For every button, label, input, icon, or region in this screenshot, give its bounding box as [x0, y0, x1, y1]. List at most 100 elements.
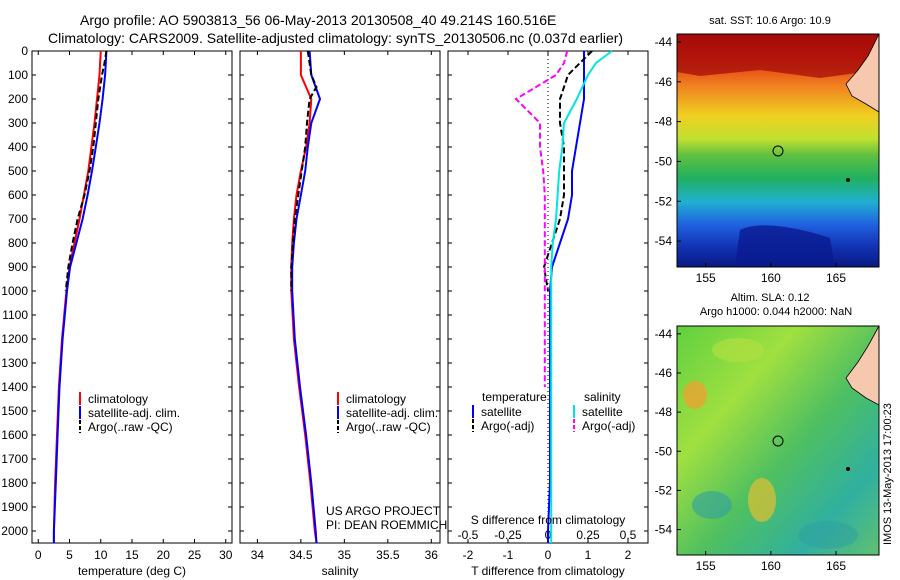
- difference-chart: -2 -1 0 1 2-0.5 -0.25 0 0.25 0.5: [448, 50, 648, 562]
- depth-tick-label: 1500: [1, 404, 28, 418]
- credit-project: US ARGO PROJECT: [326, 504, 441, 518]
- depth-tick-label: 200: [8, 92, 28, 106]
- difference-xlabel: T difference from climatology: [471, 564, 625, 578]
- sla-high-1: [683, 381, 707, 409]
- sla-land: [845, 325, 880, 406]
- sla-map-title-1: Altim. SLA: 0.12: [731, 292, 810, 304]
- salinity-chart: 34 34.5 35 35.5 36: [240, 50, 440, 562]
- lat-tick-label: -50: [655, 444, 673, 458]
- sla-low-2: [798, 521, 858, 549]
- difference-top-label: S difference from climatology: [471, 513, 626, 527]
- depth-axis: 0 100 200 300 400 500 600 700 800 900 1000 1100 1200…: [1, 44, 36, 538]
- lon-tick-label: 155: [696, 559, 716, 573]
- lon-tick-label: 160: [761, 271, 781, 285]
- lon-tick-label: 165: [826, 559, 846, 573]
- legend-satellite-label: satellite-adj. clim.: [346, 406, 438, 420]
- temperature-panel-frame: [31, 50, 233, 544]
- legend-s-argo-label: Argo(-adj): [582, 419, 635, 433]
- lat-tick-label: -50: [655, 154, 673, 168]
- sst-map: [676, 33, 880, 268]
- sal-satellite-line: [291, 50, 322, 544]
- legend-t-satellite-label: satellite: [481, 405, 522, 419]
- sla-high-2: [748, 478, 776, 522]
- depth-tick-label: 900: [8, 260, 28, 274]
- lat-tick-label: -52: [655, 483, 673, 497]
- x-tick-label: 1: [585, 548, 592, 562]
- depth-tick-label: 1300: [1, 356, 28, 370]
- x-tick-label: 2: [625, 548, 632, 562]
- lat-tick-label: -48: [655, 405, 673, 419]
- s-tick-label: -0.25: [494, 528, 522, 542]
- legend-climatology-label: climatology: [346, 392, 406, 406]
- sst-argo-marker: [772, 145, 784, 157]
- diff-s-satellite-line: [550, 50, 613, 543]
- s-tick-label: -0.5: [458, 528, 479, 542]
- x-tick-label: 0: [545, 548, 552, 562]
- lat-tick-label: -52: [655, 194, 673, 208]
- salinity-legend: climatology satellite-adj. clim. Argo(..…: [337, 392, 438, 434]
- legend-argo-label: Argo(..raw -QC): [346, 420, 431, 434]
- sla-high-3: [712, 338, 764, 362]
- salinity-panel-frame: [239, 50, 441, 544]
- depth-tick-label: 1600: [1, 428, 28, 442]
- legend-salinity-title: salinity: [584, 390, 621, 404]
- x-tick-label: 35.5: [376, 548, 400, 562]
- lon-tick-label: 155: [696, 271, 716, 285]
- depth-tick-label: 400: [8, 140, 28, 154]
- legend-argo-label: Argo(..raw -QC): [88, 420, 173, 434]
- sla-low-1: [692, 491, 732, 519]
- x-tick-label: -1: [503, 548, 514, 562]
- lat-tick-label: -48: [655, 115, 673, 129]
- header-line-1: Argo profile: AO 5903813_56 06-May-2013 …: [80, 12, 556, 28]
- sst-land: [845, 33, 880, 113]
- depth-tick-label: 700: [8, 212, 28, 226]
- temperature-chart: 0 5 10 15 20 25 30: [32, 50, 233, 562]
- difference-legend: temperature satellite Argo(-adj) salinit…: [472, 390, 635, 433]
- sla-argo-marker: [772, 435, 784, 447]
- s-tick-label: 0.5: [620, 528, 637, 542]
- x-tick-label: 30: [219, 548, 233, 562]
- imos-stamp: IMOS 13-May-2013 17:00:23: [882, 403, 894, 545]
- sla-map-title-2: Argo h1000: 0.044 h2000: NaN: [700, 306, 852, 318]
- legend-satellite-label: satellite-adj. clim.: [88, 406, 180, 420]
- lat-tick-label: -54: [655, 234, 673, 248]
- diff-t-satellite-line: [547, 51, 585, 543]
- legend-temperature-title: temperature: [482, 390, 547, 404]
- depth-tick-label: 1200: [1, 332, 28, 346]
- x-tick-label: 25: [188, 548, 202, 562]
- temperature-legend: climatology satellite-adj. clim. Argo(..…: [79, 392, 180, 434]
- x-tick-label: -2: [463, 548, 474, 562]
- depth-tick-label: 1400: [1, 380, 28, 394]
- x-tick-label: 0: [35, 548, 42, 562]
- x-tick-label: 15: [125, 548, 139, 562]
- lat-tick-label: -46: [655, 75, 673, 89]
- depth-tick-label: 1800: [1, 476, 28, 490]
- depth-tick-label: 2000: [1, 524, 28, 538]
- sst-island-marker: [846, 178, 850, 182]
- lat-tick-label: -54: [655, 523, 673, 537]
- depth-tick-label: 1900: [1, 500, 28, 514]
- lat-tick-label: -44: [655, 35, 673, 49]
- x-tick-label: 5: [66, 548, 73, 562]
- x-tick-label: 20: [157, 548, 171, 562]
- sst-warm-patch: [677, 34, 879, 78]
- map-ticks: -44 -46 -48 -50 -52 -54 155 160 165 -44 -46 -48 -50 -…: [655, 35, 847, 573]
- x-tick-label: 35: [338, 548, 352, 562]
- sst-cold-patch: [735, 225, 835, 267]
- x-tick-label: 36: [425, 548, 439, 562]
- header-line-2: Climatology: CARS2009. Satellite-adjuste…: [48, 30, 623, 46]
- lat-tick-label: -46: [655, 366, 673, 380]
- x-tick-label: 10: [94, 548, 108, 562]
- depth-tick-label: 600: [8, 188, 28, 202]
- diff-t-argo-line: [542, 50, 593, 292]
- depth-tick-label: 1700: [1, 452, 28, 466]
- legend-climatology-label: climatology: [88, 392, 148, 406]
- sla-field: [677, 326, 879, 555]
- legend-s-satellite-label: satellite: [582, 405, 623, 419]
- lat-tick-label: -44: [655, 327, 673, 341]
- depth-tick-label: 500: [8, 164, 28, 178]
- depth-tick-label: 100: [8, 68, 28, 82]
- lon-tick-label: 165: [826, 271, 846, 285]
- sal-argo-line: [290, 50, 318, 291]
